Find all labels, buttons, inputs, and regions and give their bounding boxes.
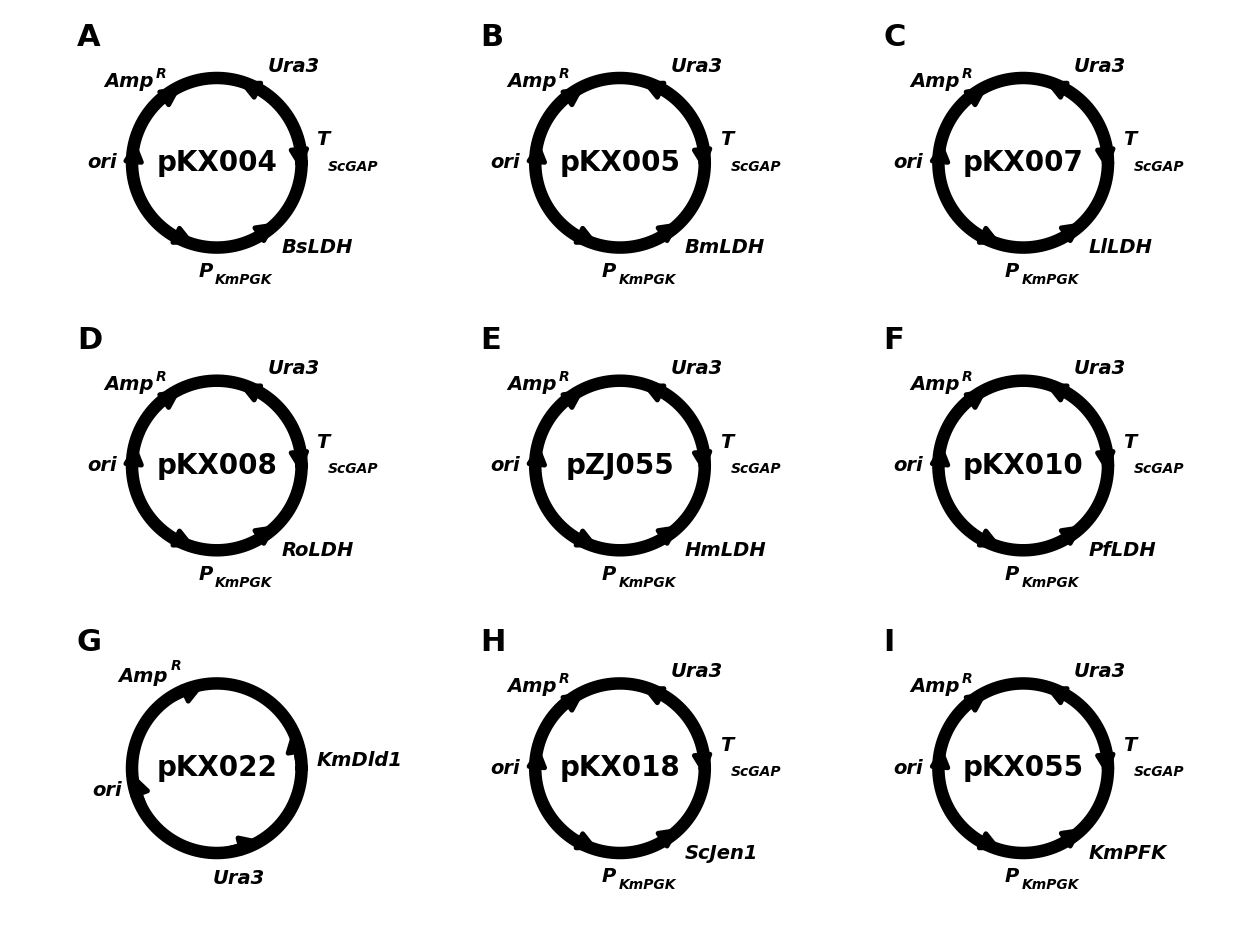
Text: P: P	[1004, 565, 1019, 584]
Text: F: F	[883, 326, 904, 355]
Text: P: P	[601, 868, 616, 886]
Text: ScGAP: ScGAP	[1133, 463, 1184, 477]
Text: H: H	[480, 628, 506, 657]
Text: R: R	[171, 659, 181, 673]
Text: pKX005: pKX005	[559, 149, 681, 177]
Text: D: D	[77, 326, 102, 355]
Text: G: G	[77, 628, 102, 657]
Text: KmPGK: KmPGK	[215, 575, 273, 589]
Text: ori: ori	[490, 154, 520, 172]
Text: KmPGK: KmPGK	[619, 273, 676, 287]
Text: T: T	[719, 433, 733, 452]
Text: pKX007: pKX007	[962, 149, 1084, 177]
Text: Ura3: Ura3	[268, 57, 320, 75]
Text: Amp: Amp	[507, 72, 557, 91]
Text: ori: ori	[490, 456, 520, 475]
Text: T: T	[1123, 433, 1136, 452]
Text: KmPGK: KmPGK	[1022, 879, 1079, 893]
Text: T: T	[719, 735, 733, 755]
Text: T: T	[316, 433, 330, 452]
Text: Amp: Amp	[910, 375, 960, 394]
Text: KmDld1: KmDld1	[316, 751, 403, 770]
Text: Ura3: Ura3	[268, 359, 320, 378]
Text: pKX004: pKX004	[156, 149, 278, 177]
Text: ori: ori	[894, 759, 923, 777]
Text: BsLDH: BsLDH	[281, 238, 353, 257]
Text: Ura3: Ura3	[671, 359, 723, 378]
Text: R: R	[962, 67, 972, 81]
Text: pKX018: pKX018	[559, 754, 681, 782]
Text: P: P	[601, 262, 616, 281]
Text: PfLDH: PfLDH	[1089, 541, 1156, 560]
Text: R: R	[962, 672, 972, 686]
Text: P: P	[1004, 262, 1019, 281]
Text: BmLDH: BmLDH	[684, 238, 765, 257]
Text: R: R	[962, 370, 972, 384]
Text: Amp: Amp	[507, 375, 557, 394]
Text: P: P	[601, 565, 616, 584]
Text: R: R	[155, 370, 166, 384]
Text: Ura3: Ura3	[1074, 359, 1126, 378]
Text: Amp: Amp	[104, 375, 154, 394]
Text: KmPGK: KmPGK	[1022, 273, 1079, 287]
Text: pKX008: pKX008	[156, 452, 278, 479]
Text: HmLDH: HmLDH	[684, 541, 766, 560]
Text: LlLDH: LlLDH	[1089, 238, 1152, 257]
Text: T: T	[719, 130, 733, 150]
Text: Amp: Amp	[910, 678, 960, 696]
Text: KmPGK: KmPGK	[215, 273, 273, 287]
Text: Amp: Amp	[910, 72, 960, 91]
Text: ScGAP: ScGAP	[327, 463, 378, 477]
Text: R: R	[559, 67, 569, 81]
Text: T: T	[316, 130, 330, 150]
Text: E: E	[480, 326, 501, 355]
Text: R: R	[559, 370, 569, 384]
Text: KmPGK: KmPGK	[619, 879, 676, 893]
Text: C: C	[883, 23, 905, 52]
Text: P: P	[1004, 868, 1019, 886]
Text: KmPGK: KmPGK	[1022, 575, 1079, 589]
Text: ScJen1: ScJen1	[684, 843, 759, 862]
Text: RoLDH: RoLDH	[281, 541, 355, 560]
Text: ori: ori	[894, 456, 923, 475]
Text: ScGAP: ScGAP	[730, 765, 781, 779]
Text: T: T	[1123, 130, 1136, 150]
Text: R: R	[559, 672, 569, 686]
Text: R: R	[155, 67, 166, 81]
Text: ori: ori	[894, 154, 923, 172]
Text: ScGAP: ScGAP	[1133, 765, 1184, 779]
Text: Amp: Amp	[118, 668, 167, 686]
Text: P: P	[198, 262, 212, 281]
Text: A: A	[77, 23, 100, 52]
Text: ScGAP: ScGAP	[327, 159, 378, 173]
Text: pKX010: pKX010	[962, 452, 1084, 479]
Text: Amp: Amp	[507, 678, 557, 696]
Text: T: T	[1123, 735, 1136, 755]
Text: P: P	[198, 565, 212, 584]
Text: B: B	[480, 23, 503, 52]
Text: ori: ori	[87, 456, 117, 475]
Text: pZJ055: pZJ055	[565, 452, 675, 479]
Text: Ura3: Ura3	[671, 662, 723, 681]
Text: I: I	[883, 628, 895, 657]
Text: ori: ori	[93, 781, 123, 800]
Text: pKX055: pKX055	[962, 754, 1084, 782]
Text: ori: ori	[490, 759, 520, 777]
Text: KmPFK: KmPFK	[1089, 843, 1167, 862]
Text: Amp: Amp	[104, 72, 154, 91]
Text: ScGAP: ScGAP	[730, 463, 781, 477]
Text: ScGAP: ScGAP	[1133, 159, 1184, 173]
Text: Ura3: Ura3	[1074, 57, 1126, 75]
Text: Ura3: Ura3	[1074, 662, 1126, 681]
Text: ori: ori	[87, 154, 117, 172]
Text: pKX022: pKX022	[156, 754, 278, 782]
Text: ScGAP: ScGAP	[730, 159, 781, 173]
Text: Ura3: Ura3	[671, 57, 723, 75]
Text: KmPGK: KmPGK	[619, 575, 676, 589]
Text: Ura3: Ura3	[212, 869, 264, 887]
